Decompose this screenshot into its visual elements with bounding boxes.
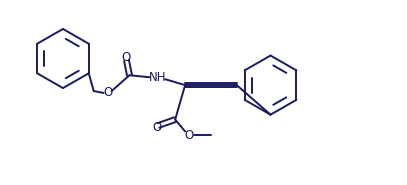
Text: O: O xyxy=(153,121,162,134)
Text: NH: NH xyxy=(149,71,166,84)
Text: O: O xyxy=(184,129,194,142)
Text: O: O xyxy=(103,87,112,100)
Text: O: O xyxy=(121,51,130,64)
